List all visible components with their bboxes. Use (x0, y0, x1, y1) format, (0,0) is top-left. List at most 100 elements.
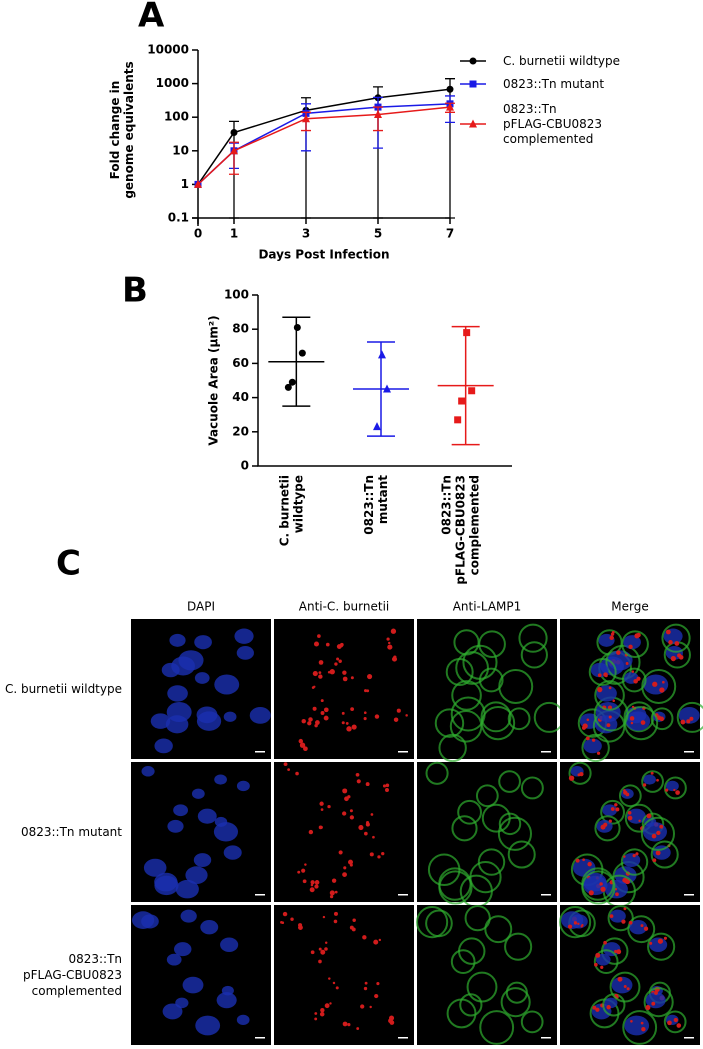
bacteria (301, 868, 306, 873)
series-line (197, 88, 451, 185)
column-header: DAPI (187, 600, 215, 614)
bacteria (356, 779, 361, 784)
micrograph (274, 905, 414, 1045)
nucleus (175, 879, 199, 899)
column-header: Merge (611, 600, 648, 614)
bacteria (591, 738, 596, 742)
y-tick-label: 1000 (156, 76, 189, 90)
series-line (197, 106, 451, 185)
bacteria (320, 699, 324, 703)
lamp1-ring (477, 848, 506, 876)
bacteria (342, 670, 347, 675)
nucleus (626, 808, 646, 824)
bacteria (595, 1007, 600, 1012)
lamp1-ring (647, 932, 676, 961)
bacteria (389, 1020, 395, 1025)
bacteria (582, 858, 586, 862)
nucleus (166, 702, 192, 722)
nucleus (154, 875, 179, 896)
bacteria (650, 771, 654, 775)
bacteria (308, 717, 313, 722)
nucleus (609, 909, 626, 923)
bacteria (615, 807, 620, 812)
nucleus (234, 628, 254, 644)
bacteria (663, 936, 667, 940)
bacteria (342, 788, 348, 794)
bacteria (686, 719, 691, 724)
bacteria (632, 853, 636, 858)
bacteria (310, 950, 315, 955)
micrograph (274, 762, 414, 902)
micrograph (131, 619, 271, 759)
micrograph (560, 619, 703, 763)
bacteria (597, 687, 603, 693)
marker (383, 384, 391, 393)
y-tick-label: 0 (241, 459, 249, 473)
bacteria (329, 894, 334, 899)
bacteria (325, 642, 330, 647)
nucleus (583, 875, 608, 896)
bacteria (382, 784, 387, 788)
lamp1-ring (451, 815, 478, 842)
bacteria (310, 880, 315, 885)
bacteria (323, 707, 329, 713)
lamp1-ring (450, 696, 486, 732)
bacteria (369, 1005, 372, 1009)
bacteria (628, 644, 633, 650)
panel-letter: B (122, 271, 148, 311)
lamp1-ring (661, 623, 691, 653)
bacteria (599, 882, 603, 886)
nucleus (624, 1015, 650, 1036)
y-tick-label: 0.1 (168, 211, 189, 225)
bacteria (322, 915, 326, 919)
bacteria (396, 708, 401, 713)
bacteria (376, 982, 380, 986)
bacteria (314, 1012, 318, 1015)
bacteria (592, 1005, 597, 1010)
bacteria (310, 883, 314, 887)
bacteria (281, 921, 285, 925)
bacteria (312, 671, 318, 677)
bacteria (652, 681, 658, 687)
nucleus (185, 866, 208, 885)
marker (293, 323, 301, 331)
bacteria (667, 1020, 672, 1026)
lamp1-ring (602, 993, 626, 1017)
nucleus (216, 992, 237, 1009)
lamp1-ring (520, 641, 548, 669)
bacteria (345, 722, 349, 725)
bacteria (656, 830, 661, 836)
nucleus (197, 808, 217, 824)
nucleus (150, 713, 171, 729)
lamp1-ring (643, 987, 674, 1018)
bacteria (324, 947, 328, 951)
bacteria (350, 707, 355, 712)
bacteria (580, 925, 583, 928)
lamp1-ring (416, 906, 449, 939)
bacteria (675, 790, 680, 795)
nucleus (178, 650, 204, 671)
bacteria (643, 926, 649, 931)
bacteria (365, 782, 370, 787)
bacteria (623, 907, 627, 911)
lamp1-ring (600, 799, 625, 825)
bacteria (298, 923, 303, 928)
bacteria (342, 811, 347, 816)
bacteria (349, 863, 353, 867)
bacteria (606, 723, 611, 728)
nucleus (143, 858, 167, 877)
lamp1-ring (500, 987, 531, 1018)
bacteria (617, 976, 623, 982)
bacteria (604, 674, 608, 678)
bacteria (616, 949, 622, 955)
bacteria (282, 911, 288, 917)
scale-bar (684, 751, 694, 753)
bacteria (329, 669, 335, 675)
scale-bar (255, 894, 265, 896)
legend-marker (469, 80, 477, 88)
nucleus (583, 738, 602, 754)
bacteria (645, 1004, 651, 1011)
bacteria (367, 673, 373, 680)
lamp1-ring (451, 680, 482, 711)
